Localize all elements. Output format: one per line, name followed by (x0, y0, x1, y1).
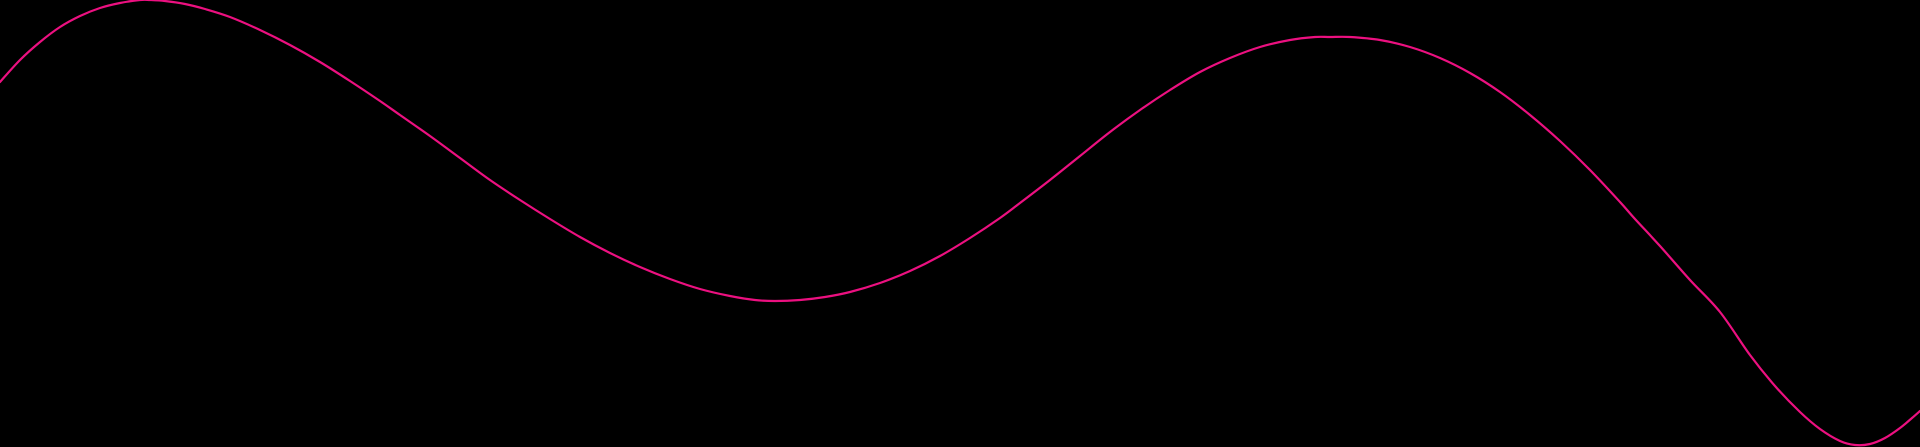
series-group (0, 0, 1920, 447)
figure-canvas (0, 0, 1920, 447)
chart-background (0, 0, 1920, 447)
line-chart-svg (0, 0, 1920, 447)
sine-curve-line (0, 0, 1920, 447)
